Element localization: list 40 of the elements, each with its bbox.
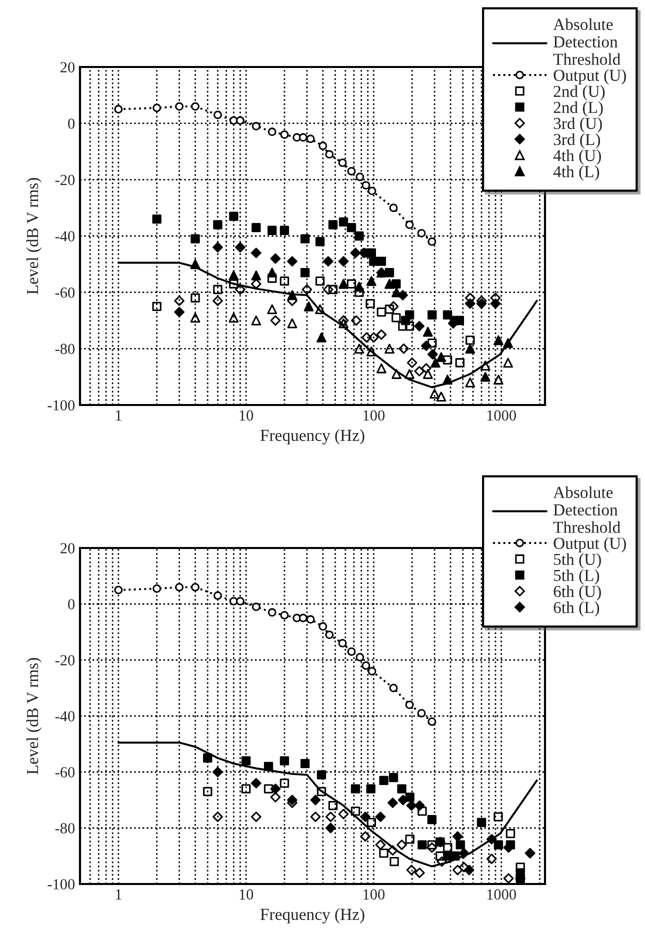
y-tick-label: -20: [55, 655, 75, 666]
legend-label: Output (U): [554, 69, 626, 84]
y-tick-label: -20: [55, 174, 75, 186]
x-axis-title: Frequency (Hz): [260, 908, 364, 924]
y-axis-title: Level (dB V rms): [26, 178, 42, 294]
legend-label: 6th (U): [554, 585, 601, 600]
legend-label: 4th (U): [553, 149, 601, 165]
x-tick-label: 1000: [487, 410, 516, 421]
y-tick-label: 20: [60, 62, 75, 72]
legend-label: Absolute Detection Threshold: [553, 18, 620, 65]
y-tick-label: 20: [60, 543, 75, 554]
x-tick-label: 100: [364, 410, 385, 421]
y-tick-label: -80: [55, 344, 75, 354]
y-tick-label: -80: [55, 823, 75, 834]
legend-label: 2nd (U): [554, 85, 605, 100]
x-tick-label: 10: [240, 889, 254, 900]
legend-label: 2nd (L): [554, 101, 603, 116]
legend-label: 5th (U): [554, 553, 601, 568]
legend-label: 3rd (U): [554, 117, 602, 132]
y-tick-label: 0: [68, 118, 75, 129]
y-tick-label: -40: [55, 231, 75, 242]
legend-label: 3rd (L): [554, 133, 600, 149]
y-axis-title: Level (dB V rms): [26, 658, 42, 774]
y-tick-label: -40: [55, 711, 75, 722]
y-tick-label: -100: [48, 400, 75, 410]
y-tick-label: -100: [48, 879, 75, 890]
legend-label: Output (U): [554, 537, 626, 552]
legend-label: Absolute Detection Threshold: [553, 486, 620, 533]
y-tick-label: -60: [55, 767, 75, 778]
legend-label: 5th (L): [554, 569, 600, 584]
legend-label: 4th (L): [553, 166, 600, 181]
x-tick-label: 1000: [487, 889, 516, 900]
x-axis-title: Frequency (Hz): [260, 429, 364, 444]
legend-label: 6th (L): [554, 601, 600, 617]
y-tick-label: 0: [68, 599, 75, 610]
y-tick-label: -60: [55, 287, 75, 298]
x-tick-label: 1: [116, 889, 122, 900]
x-tick-label: 10: [240, 410, 254, 421]
x-tick-label: 100: [364, 889, 385, 900]
x-tick-label: 1: [116, 410, 122, 420]
